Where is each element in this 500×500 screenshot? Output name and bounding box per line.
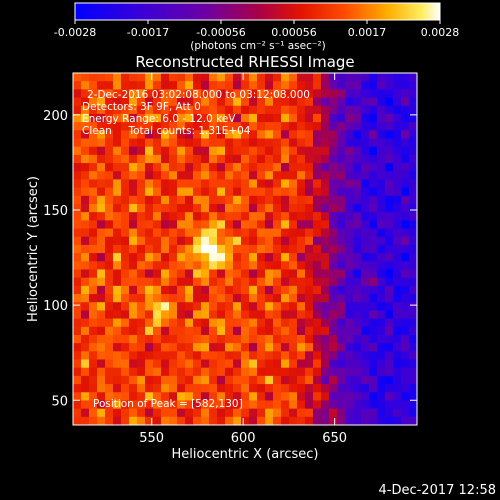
info-line-detectors: Detectors: 3F 9F, Att 0 xyxy=(82,101,201,113)
colorbar-ticks: -0.0028 -0.0017 -0.00056 0.00056 0.0017 0.002… xyxy=(54,20,459,39)
colorbar-tick-label: 0.00056 xyxy=(271,26,317,39)
colorbar-tick-label: 0.0028 xyxy=(421,26,460,39)
x-tick-label: 600 xyxy=(231,431,256,446)
info-line-time: 2-Dec-2016 03:02:08.000 to 03:12:08.000 xyxy=(87,89,310,101)
info-line-energy: Energy Range: 6.0 - 12.0 keV xyxy=(82,113,236,125)
colorbar xyxy=(74,2,441,21)
plot-frame xyxy=(72,72,418,426)
y-tick-label: 100 xyxy=(43,299,68,314)
y-tick-label: 50 xyxy=(51,394,68,409)
heatmap-image xyxy=(73,73,417,425)
colorbar-unit-label: (photons cm⁻² s⁻¹ asec⁻²) xyxy=(190,40,325,52)
y-tick-label: 200 xyxy=(43,109,68,124)
colorbar-tick-label: -0.00056 xyxy=(196,26,245,39)
colorbar-tick-label: -0.0028 xyxy=(54,26,96,39)
chart-title: Reconstructed RHESSI Image xyxy=(135,53,354,71)
x-axis-label: Heliocentric X (arcsec) xyxy=(172,447,319,462)
y-tick-label: 150 xyxy=(43,204,68,219)
axis-ticks: 550 600 650 50 100 150 200 xyxy=(43,73,417,446)
colorbar-tick-label: 0.0017 xyxy=(348,26,387,39)
x-tick-label: 550 xyxy=(139,431,164,446)
footer-timestamp: 4-Dec-2017 12:58 xyxy=(379,483,497,498)
x-tick-label: 650 xyxy=(322,431,347,446)
info-line-clean: Clean Total counts: 1.31E+04 xyxy=(82,125,251,137)
colorbar-tick-label: -0.0017 xyxy=(127,26,169,39)
peak-position-label: Position of Peak = [582,130] xyxy=(93,398,243,410)
y-axis-label: Heliocentric Y (arcsec) xyxy=(26,176,41,322)
